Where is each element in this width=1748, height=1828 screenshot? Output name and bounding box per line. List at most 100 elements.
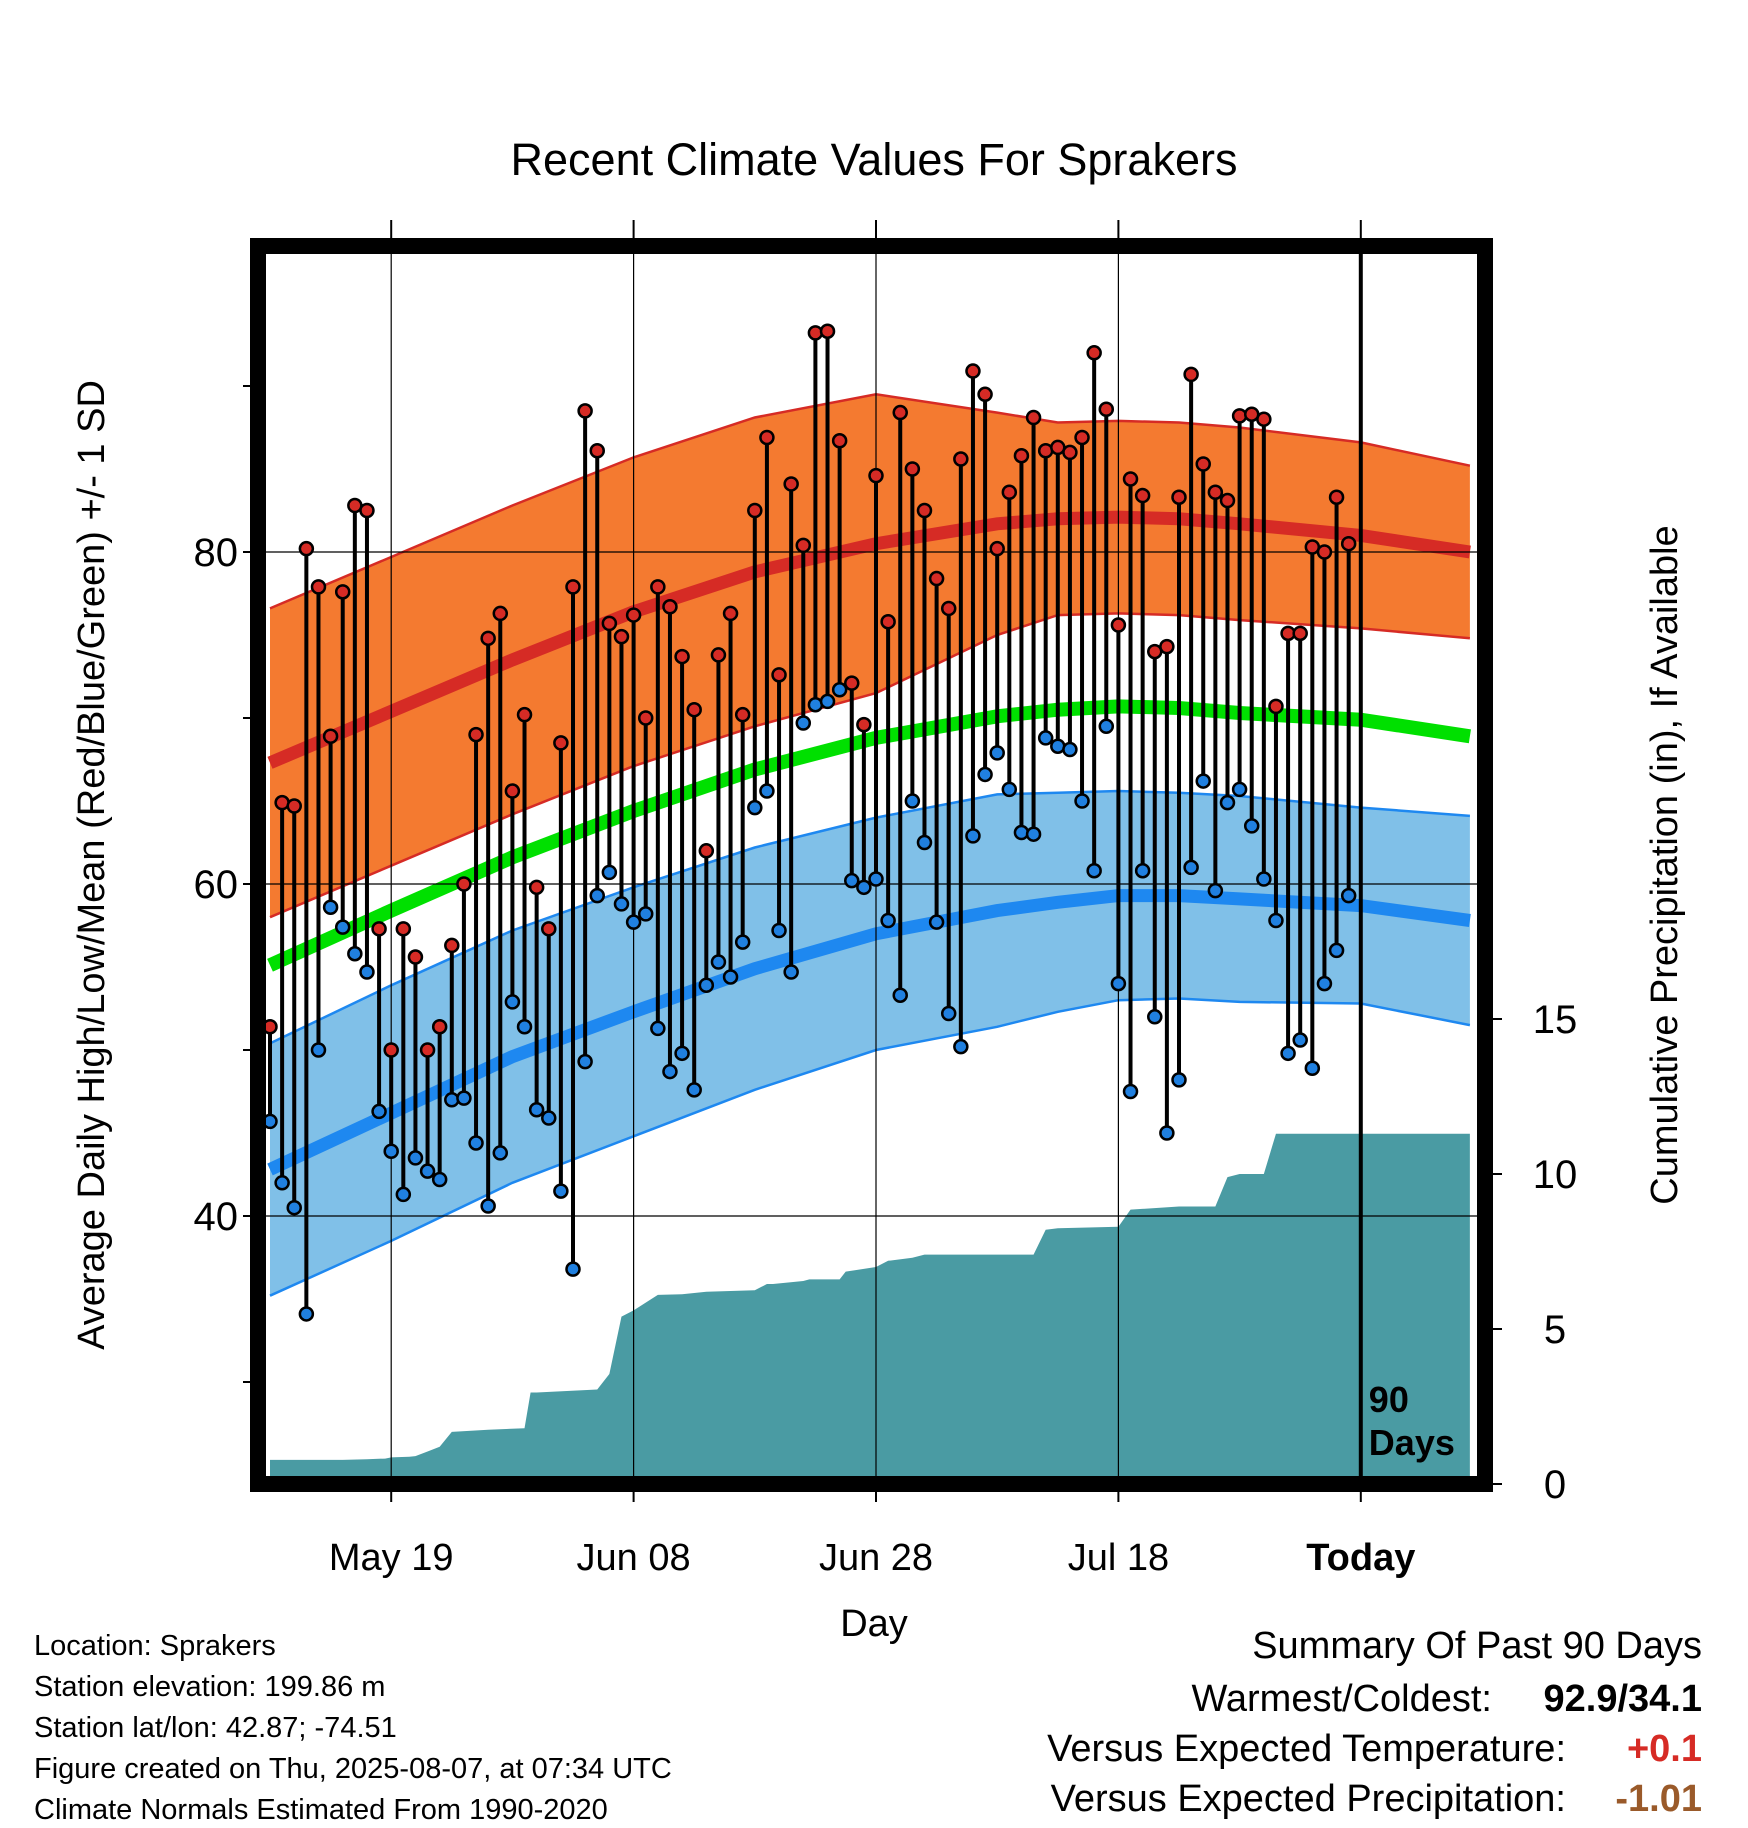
y-tick-label: 40 [194,1195,239,1239]
daily-high-point [1316,544,1333,560]
daily-high-point [819,323,836,339]
daily-low-point [1340,887,1357,904]
daily-high-point [710,647,727,663]
daily-low-point [383,1143,399,1160]
daily-low-point [480,1198,496,1214]
daily-high-point [1328,489,1345,505]
daily-low-point [371,1103,387,1120]
daily-low-point [601,864,618,881]
daily-low-point [1316,975,1333,992]
daily-low-point [747,799,763,816]
daily-high-point [831,433,848,449]
daily-low-point [1207,882,1224,899]
daily-high-point [734,706,751,723]
daily-high-point [322,728,339,745]
daily-low-point [565,1261,581,1277]
daily-high-point [747,502,763,519]
today-label-90: 90 [1369,1379,1409,1420]
daily-high-point [1086,345,1102,361]
daily-low-point [1001,781,1018,798]
daily-high-point [516,706,533,723]
daily-low-point [1256,871,1272,887]
daily-low-point [674,1045,690,1062]
daily-high-point [1292,625,1308,642]
info-location: Location: Sprakers [34,1630,276,1662]
daily-high-point [625,607,642,623]
daily-high-point [783,476,799,492]
daily-high-point [928,570,945,587]
daily-low-point [395,1186,412,1203]
daily-high-point [989,540,1005,557]
daily-low-point [1183,859,1199,876]
daily-high-point [674,648,690,665]
daily-low-point [795,715,812,731]
daily-high-point [1013,447,1030,464]
daily-high-point [468,726,484,743]
daily-low-point [868,871,884,887]
daily-low-point [880,912,896,929]
daily-low-point [637,906,654,922]
daily-high-point [1001,484,1018,500]
low-lower-edge [269,997,1471,1297]
daily-low-point [541,1110,557,1126]
daily-low-point [783,964,799,980]
daily-low-point [553,1183,569,1199]
daily-high-point [1219,492,1236,509]
daily-high-point [480,630,496,647]
warmest-coldest-label: Warmest/Coldest: [1191,1678,1492,1720]
daily-high-point [310,579,327,595]
daily-high-point [868,467,884,484]
axes: 40 60 80 0 5 10 15 May 19 Jun 08 Jun 28 Jul 18 Toda… [194,220,1577,1579]
daily-low-point [819,693,836,710]
daily-low-point [310,1042,327,1058]
daily-high-point [722,605,739,622]
daily-high-point [904,461,921,477]
daily-high-point [1171,489,1187,505]
y2-tick-label: 5 [1544,1308,1566,1352]
daily-low-point [456,1090,472,1106]
daily-high-point [953,451,969,467]
daily-high-point [431,1019,448,1035]
y-tick-label: 80 [194,531,239,575]
daily-high-point [577,403,593,419]
daily-high-point [613,628,630,645]
daily-high-point [1122,471,1139,487]
daily-high-point [1207,484,1224,500]
daily-high-point [334,584,351,600]
daily-low-point [577,1053,593,1070]
precipitation-departure-value: -1.01 [1615,1778,1702,1820]
daily-high-point [444,937,460,954]
daily-low-point [359,964,375,980]
daily-low-point [977,766,993,783]
daily-high-point [662,599,678,615]
daily-low-point [625,914,642,930]
daily-high-point [419,1042,436,1058]
daily-low-point [831,682,848,698]
daily-low-point [1037,730,1054,746]
daily-high-point [856,716,872,733]
daily-high-point [1074,429,1090,446]
daily-high-point [492,605,509,622]
x-tick-label: Jul 18 [1068,1537,1169,1579]
daily-low-point [953,1038,969,1055]
daily-high-point [977,386,993,403]
daily-low-point [1110,975,1127,992]
info-elevation: Station elevation: 199.86 m [34,1671,386,1703]
daily-low-point [1195,773,1211,789]
temperature-departure-value: +0.1 [1626,1728,1702,1770]
daily-low-point [916,834,933,851]
daily-low-point [1134,862,1151,879]
daily-high-point [541,921,557,937]
daily-low-point [504,994,521,1010]
daily-low-point [1147,1009,1163,1025]
daily-low-point [662,1063,678,1080]
daily-low-point [1280,1045,1296,1062]
daily-high-point [1183,366,1199,383]
daily-low-point [1292,1032,1308,1048]
daily-low-point [419,1163,436,1179]
daily-high-point [528,879,545,896]
daily-low-point [1062,741,1078,758]
daily-high-point [359,502,375,519]
